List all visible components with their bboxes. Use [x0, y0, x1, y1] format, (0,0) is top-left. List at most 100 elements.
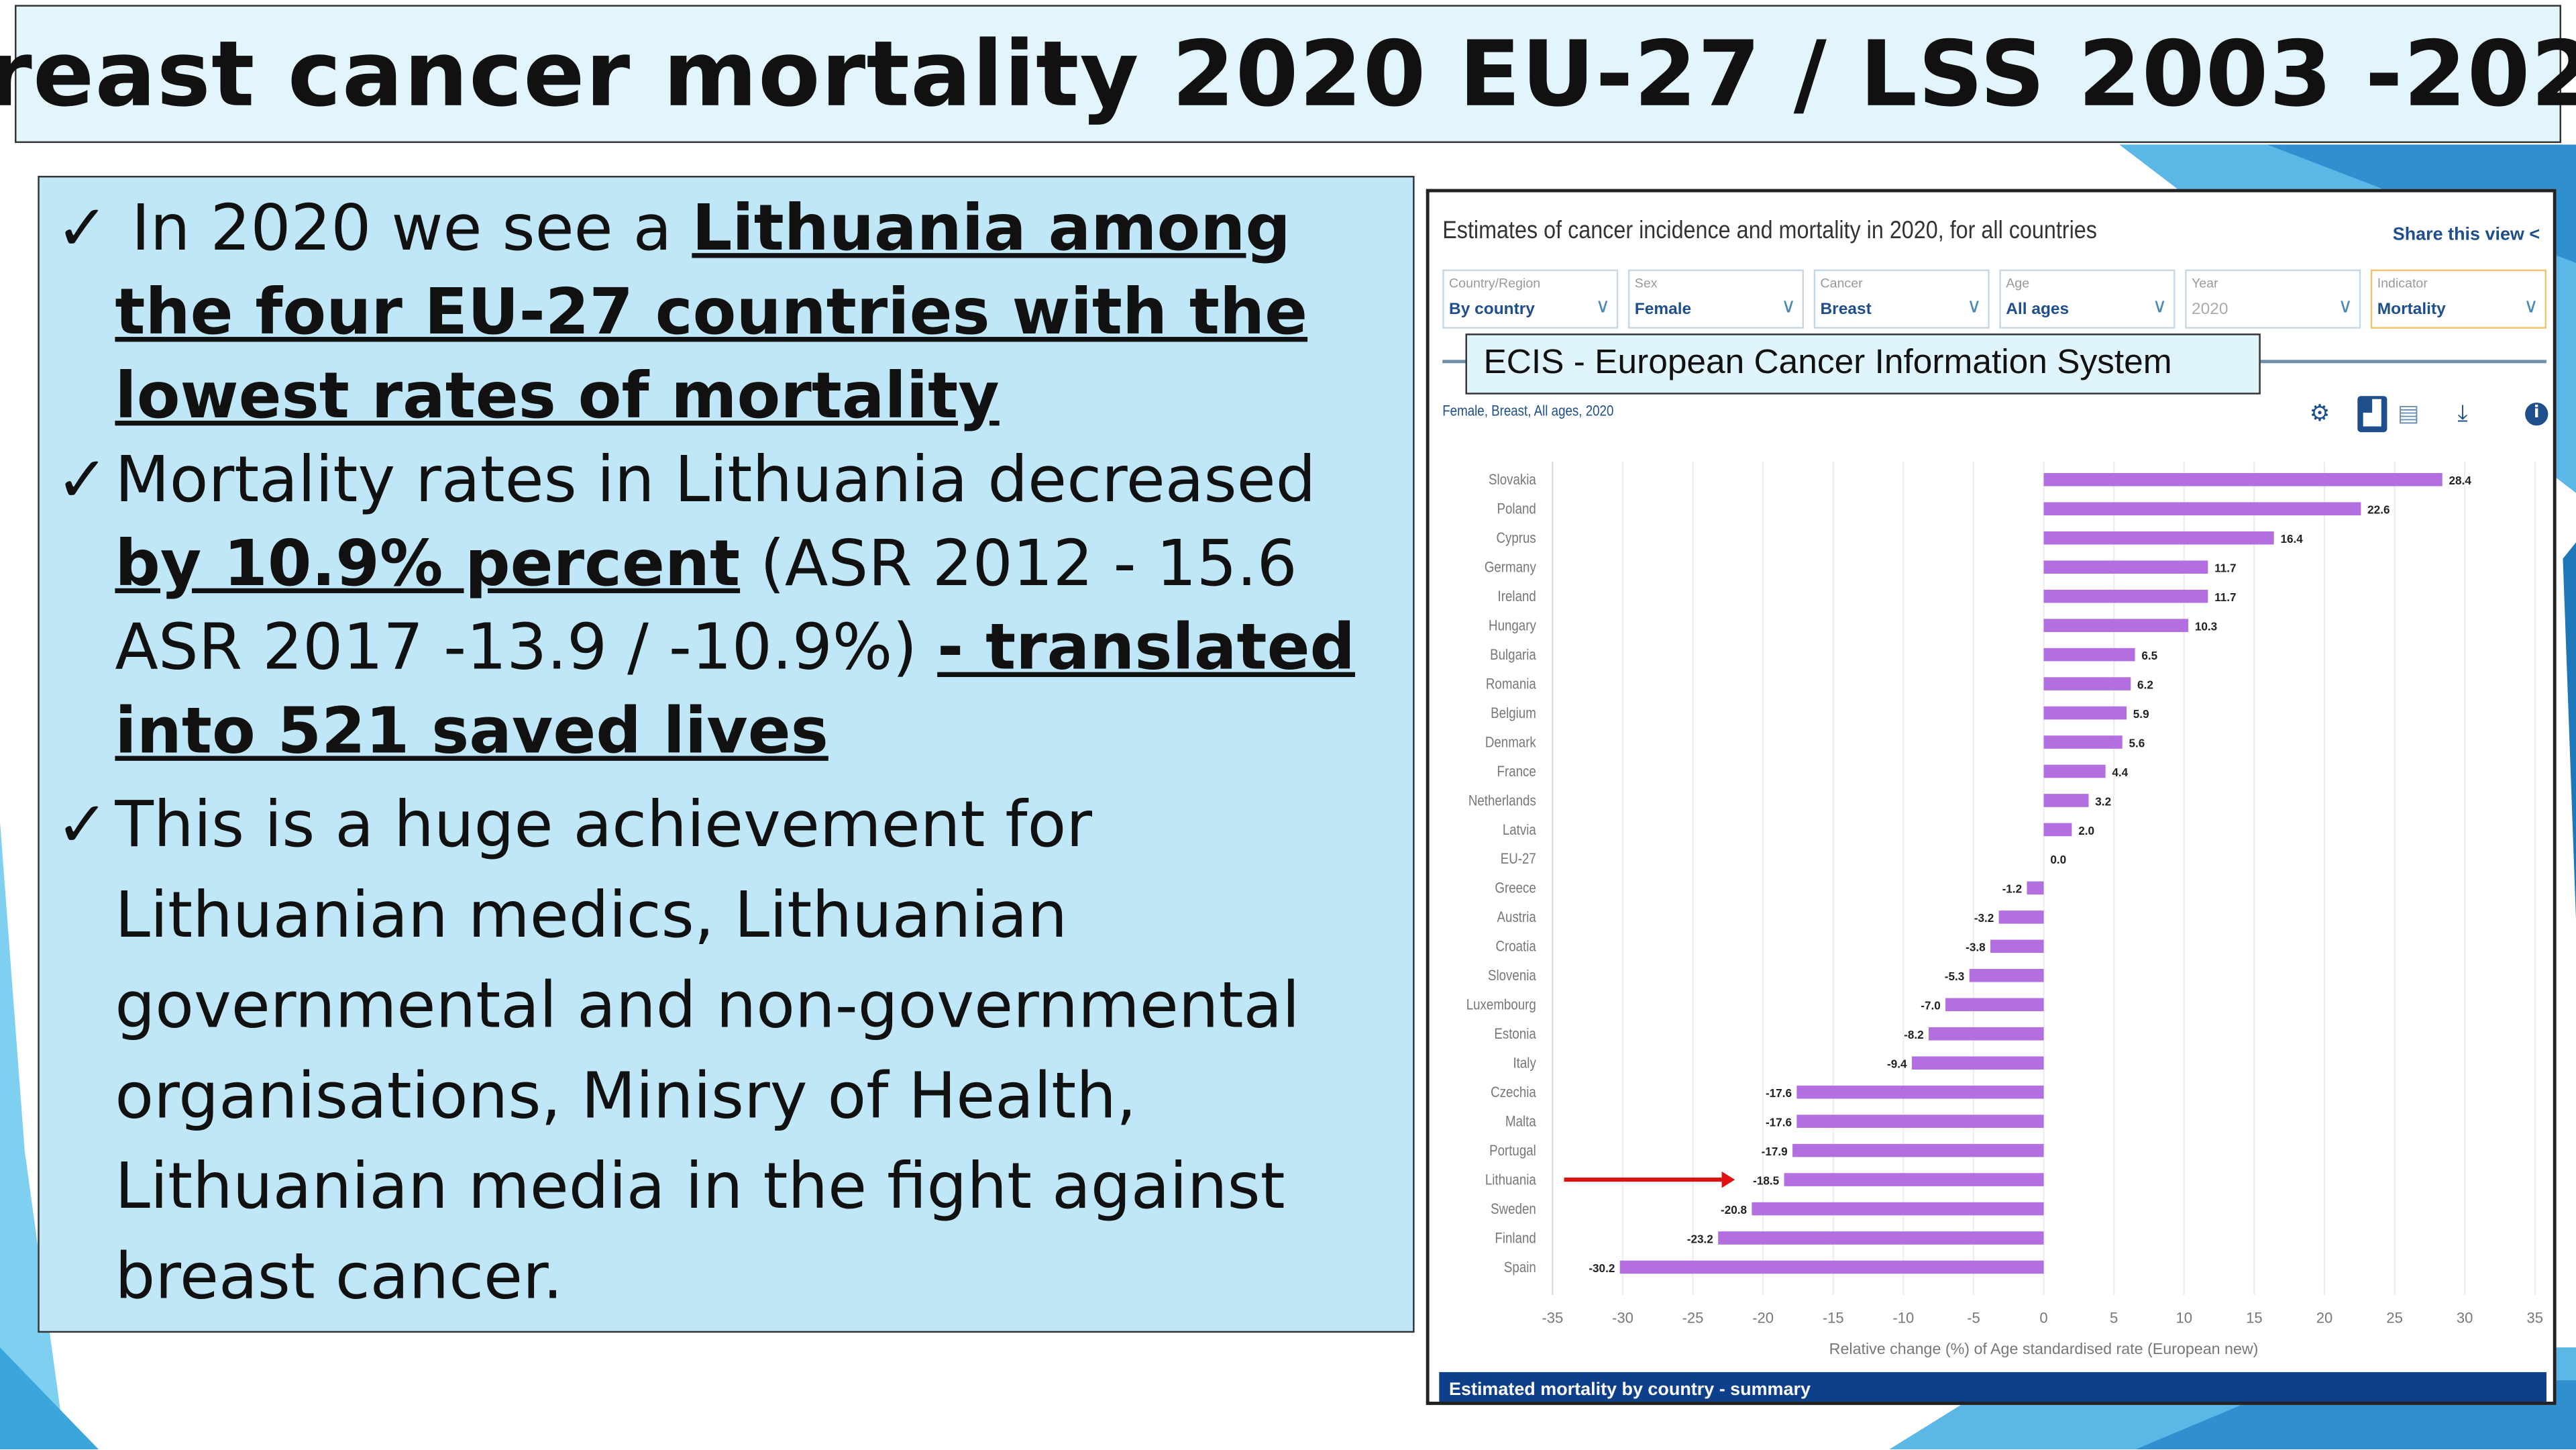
x-tick-label: 5	[2110, 1309, 2118, 1326]
category-label: Sweden	[1491, 1200, 1536, 1217]
category-label: Finland	[1495, 1230, 1536, 1247]
download-icon[interactable]: ⤓	[2457, 401, 2468, 427]
share-view-link[interactable]: Share this view <	[2393, 225, 2540, 245]
category-label: Bulgaria	[1490, 647, 1536, 664]
data-label: 3.2	[2095, 794, 2111, 808]
data-label: 2.0	[2078, 824, 2094, 837]
chevron-down-icon: ∨	[1966, 294, 1982, 317]
data-label: 0.0	[2050, 853, 2066, 866]
bar-slovakia	[2043, 473, 2443, 486]
slide-title: Breast cancer mortality 2020 EU-27 / LSS…	[0, 21, 2576, 127]
bar-spain	[1619, 1260, 2044, 1274]
category-label: Portugal	[1489, 1143, 1536, 1159]
highlight-arrowhead-icon	[1721, 1171, 1735, 1188]
bullet-3-text: This is a huge achievement for Lithuania…	[115, 788, 1300, 1315]
category-label: Lithuania	[1485, 1172, 1537, 1188]
filter-value: All ages	[2006, 301, 2070, 319]
x-tick-label: -5	[1967, 1309, 1980, 1326]
bar-greece	[2027, 881, 2044, 895]
x-tick-label: -10	[1892, 1309, 1914, 1326]
bar-bulgaria	[2043, 648, 2135, 662]
data-label: 4.4	[2112, 766, 2128, 779]
x-tick-label: 35	[2527, 1309, 2544, 1326]
filter-label: Indicator	[2377, 276, 2428, 291]
category-label: Malta	[1505, 1113, 1536, 1130]
bullet-3: ✓ This is a huge achievement for Lithuan…	[56, 780, 1396, 1323]
category-label: Romania	[1486, 676, 1536, 692]
data-label: -3.8	[1966, 941, 1986, 954]
data-label: 28.4	[2449, 474, 2472, 487]
chart-subtitle: Female, Breast, All ages, 2020	[1442, 403, 1614, 419]
data-label: -17.6	[1766, 1086, 1792, 1100]
filter-year[interactable]: Year 2020 ∨	[2185, 269, 2361, 329]
x-tick-label: 30	[2457, 1309, 2473, 1326]
category-label: Croatia	[1495, 938, 1536, 955]
data-label: -17.9	[1762, 1145, 1788, 1158]
bar-austria	[1998, 911, 2044, 924]
x-tick-label: -25	[1682, 1309, 1704, 1326]
bullet-2-bold: by 10.9% percent	[115, 527, 741, 602]
info-icon[interactable]: i	[2522, 396, 2551, 432]
chevron-down-icon: ∨	[2152, 294, 2167, 317]
bar-ireland	[2043, 589, 2208, 603]
filter-sex[interactable]: Sex Female ∨	[1627, 269, 1805, 329]
category-label: France	[1497, 763, 1536, 780]
bar-cyprus	[2043, 531, 2274, 545]
data-label: -20.8	[1721, 1203, 1747, 1216]
x-tick-label: -35	[1542, 1309, 1563, 1326]
bar-belgium	[2043, 706, 2127, 720]
share-icon: <	[2529, 225, 2540, 245]
bar-germany	[2043, 560, 2208, 574]
filter-indicator[interactable]: Indicator Mortality ∨	[2370, 269, 2546, 329]
filter-country-region[interactable]: Country/Region By country ∨	[1442, 269, 1619, 329]
category-label: Italy	[1513, 1055, 1536, 1072]
bar-netherlands	[2043, 794, 2089, 807]
data-label: -3.2	[1974, 911, 1994, 925]
category-label: Slovenia	[1488, 968, 1536, 984]
data-label: -5.3	[1945, 970, 1965, 983]
data-label: 11.7	[2214, 590, 2236, 604]
bar-sweden	[1752, 1202, 2044, 1216]
ecis-screenshot-panel: Estimates of cancer incidence and mortal…	[1426, 189, 2557, 1405]
filter-value: Breast	[1820, 301, 1872, 319]
chevron-down-icon: ∨	[1781, 294, 1796, 317]
category-label: Latvia	[1503, 821, 1537, 838]
filter-cancer[interactable]: Cancer Breast ∨	[1813, 269, 1990, 329]
data-label: -9.4	[1887, 1057, 1907, 1071]
filter-label: Age	[2006, 276, 2030, 291]
x-tick-label: -30	[1612, 1309, 1633, 1326]
bullet-1-bold: Lithuania among the four EU-27 countries…	[115, 192, 1308, 434]
category-label: Hungary	[1489, 617, 1536, 634]
category-label: Luxembourg	[1466, 996, 1536, 1013]
summary-bar[interactable]: Estimated mortality by country - summary	[1439, 1371, 2546, 1402]
x-tick-label: -20	[1752, 1309, 1774, 1326]
bullet-1-text: In 2020 we see a	[131, 192, 692, 266]
bar-denmark	[2043, 735, 2123, 749]
chevron-down-icon: ∨	[2338, 294, 2353, 317]
bar-estonia	[1929, 1027, 2044, 1041]
data-label: -8.2	[1904, 1028, 1924, 1041]
category-label: Ireland	[1498, 588, 1536, 605]
bar-romania	[2043, 677, 2131, 690]
filter-value: Female	[1634, 301, 1692, 319]
slide-title-box: Breast cancer mortality 2020 EU-27 / LSS…	[0, 5, 2576, 144]
bar-poland	[2043, 502, 2361, 516]
settings-gear-icon[interactable]: ⚙	[2309, 401, 2330, 427]
bar-france	[2043, 764, 2106, 778]
category-label: Belgium	[1491, 705, 1536, 722]
x-tick-label: 25	[2386, 1309, 2403, 1326]
bullet-2-saved-lives: - translated into 521 saved lives	[115, 611, 1356, 770]
category-label: Greece	[1495, 880, 1536, 896]
x-tick-label: 10	[2176, 1309, 2193, 1326]
category-label: Denmark	[1485, 734, 1537, 751]
data-label: -18.5	[1753, 1174, 1780, 1187]
filter-age[interactable]: Age All ages ∨	[1999, 269, 2176, 329]
bar-luxembourg	[1945, 998, 2044, 1012]
table-view-icon[interactable]: ▤	[2398, 401, 2420, 427]
ecis-caption: ECIS - European Cancer Information Syste…	[1465, 333, 2261, 395]
bar-chart: -35 -30 -25 -20 -15 -10 -5 0 5 10 15 20 25 30 35 Slovak…	[1466, 462, 2544, 1357]
x-tick-label: 15	[2246, 1309, 2263, 1326]
chart-view-icon[interactable]: ▟	[2357, 396, 2387, 433]
check-icon: ✓	[56, 444, 109, 518]
bar-italy	[1911, 1056, 2044, 1070]
